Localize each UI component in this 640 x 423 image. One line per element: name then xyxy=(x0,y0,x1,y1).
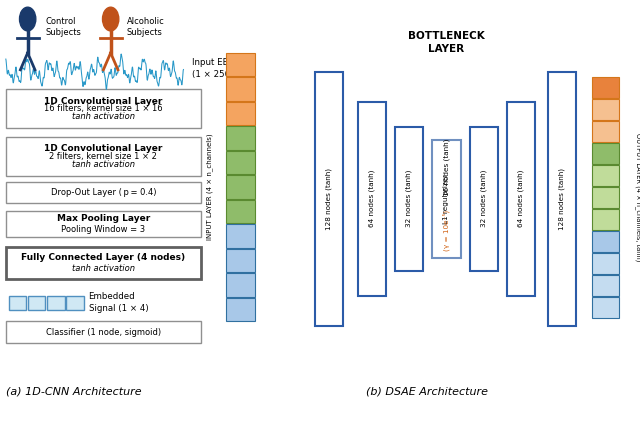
Text: 128 nodes (tanh): 128 nodes (tanh) xyxy=(559,168,565,230)
Text: Fully Connected Layer (4 nodes): Fully Connected Layer (4 nodes) xyxy=(21,253,186,262)
Bar xyxy=(507,102,535,296)
Bar xyxy=(226,126,255,150)
Circle shape xyxy=(19,7,36,31)
Text: 1D Convolutional Layer: 1D Convolutional Layer xyxy=(44,144,163,154)
Bar xyxy=(592,253,619,274)
Text: (a) 1D-CNN Architecture: (a) 1D-CNN Architecture xyxy=(6,386,141,396)
Text: BOTTLENECK
LAYER: BOTTLENECK LAYER xyxy=(408,31,484,53)
Bar xyxy=(6,182,201,203)
Text: (γ = 10e⁻⁵): (γ = 10e⁻⁵) xyxy=(443,210,450,251)
Text: (b) DSAE Architecture: (b) DSAE Architecture xyxy=(366,386,488,396)
Text: OUTPUT LAYER (4 × n_channels, tanh): OUTPUT LAYER (4 × n_channels, tanh) xyxy=(635,133,640,261)
Text: Embedded
Signal (1 × 4): Embedded Signal (1 × 4) xyxy=(88,292,148,313)
Circle shape xyxy=(102,7,119,31)
Bar xyxy=(226,102,255,125)
Text: Max Pooling Layer: Max Pooling Layer xyxy=(57,214,150,223)
Bar xyxy=(395,127,423,271)
Text: Input EEG
(1 × 256): Input EEG (1 × 256) xyxy=(192,58,235,79)
Bar xyxy=(226,273,255,297)
Bar xyxy=(592,231,619,252)
Bar xyxy=(592,209,619,230)
Text: 32 nodes (tanh): 32 nodes (tanh) xyxy=(481,170,487,228)
Bar xyxy=(6,247,201,279)
Bar xyxy=(592,143,619,164)
Bar xyxy=(28,296,45,310)
Bar xyxy=(592,77,619,98)
Text: 16 filters, kernel size 1 × 16: 16 filters, kernel size 1 × 16 xyxy=(44,104,163,113)
Text: 2 filters, kernel size 1 × 2: 2 filters, kernel size 1 × 2 xyxy=(49,152,157,161)
Bar xyxy=(315,72,344,326)
Bar xyxy=(6,212,201,237)
Bar xyxy=(226,200,255,223)
Bar xyxy=(226,151,255,174)
Bar xyxy=(6,137,201,176)
Bar xyxy=(47,296,65,310)
Bar xyxy=(226,175,255,199)
Text: 16 nodes (tanh): 16 nodes (tanh) xyxy=(443,138,450,196)
Bar xyxy=(226,249,255,272)
Text: Alcoholic
Subjects: Alcoholic Subjects xyxy=(127,17,164,37)
Text: Control
Subjects: Control Subjects xyxy=(45,17,81,37)
Text: Pooling Window = 3: Pooling Window = 3 xyxy=(61,225,145,234)
Bar xyxy=(226,52,255,76)
Text: Drop-Out Layer ( p = 0.4): Drop-Out Layer ( p = 0.4) xyxy=(51,188,156,197)
Bar xyxy=(6,89,201,128)
Bar xyxy=(6,321,201,343)
Text: Classifier (1 node, sigmoid): Classifier (1 node, sigmoid) xyxy=(46,327,161,337)
Text: tanh activation: tanh activation xyxy=(72,112,135,121)
Text: 64 nodes (tanh): 64 nodes (tanh) xyxy=(369,170,375,228)
Bar xyxy=(548,72,576,326)
Text: L1 regularizer: L1 regularizer xyxy=(444,174,449,224)
Bar xyxy=(592,187,619,208)
Text: 128 nodes (tanh): 128 nodes (tanh) xyxy=(326,168,332,230)
Bar xyxy=(592,121,619,142)
Bar xyxy=(358,102,386,296)
Text: 64 nodes (tanh): 64 nodes (tanh) xyxy=(518,170,524,228)
Bar xyxy=(9,296,26,310)
Text: tanh activation: tanh activation xyxy=(72,264,135,273)
Text: 32 nodes (tanh): 32 nodes (tanh) xyxy=(406,170,412,228)
Text: 1D Convolutional Layer: 1D Convolutional Layer xyxy=(44,96,163,106)
Bar xyxy=(226,224,255,248)
Bar xyxy=(226,298,255,321)
Bar xyxy=(592,99,619,120)
Bar xyxy=(592,297,619,318)
Bar xyxy=(470,127,498,271)
Bar xyxy=(432,140,461,258)
Bar xyxy=(592,165,619,186)
Text: tanh activation: tanh activation xyxy=(72,159,135,169)
Bar xyxy=(592,275,619,296)
Text: INPUT LAYER (4 × n_channels): INPUT LAYER (4 × n_channels) xyxy=(206,133,213,240)
Bar xyxy=(67,296,84,310)
Bar xyxy=(226,77,255,101)
